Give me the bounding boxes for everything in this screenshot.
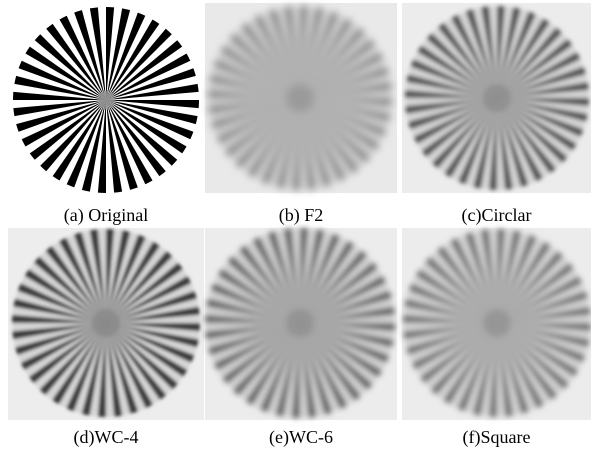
panel: (d)WC-4: [8, 228, 204, 448]
panel: (e)WC-6: [205, 228, 397, 448]
caption: (e)WC-6: [269, 427, 333, 448]
star-image: [405, 6, 589, 190]
panel: (c)Circlar: [402, 3, 591, 226]
panel: (a) Original: [8, 3, 204, 226]
caption: (b) F2: [279, 205, 324, 226]
star-center: [483, 309, 511, 337]
panel: (f)Square: [402, 228, 591, 448]
caption: (a) Original: [64, 205, 148, 226]
star-image: [208, 6, 392, 190]
caption: (c)Circlar: [462, 205, 532, 226]
caption: (f)Square: [463, 427, 531, 448]
star-image: [12, 229, 200, 417]
star-center: [92, 309, 120, 337]
figure: (a) Original (b) F2 (c)Circlar (d)WC-4 (e)WC…: [0, 0, 591, 450]
star-center: [286, 84, 314, 112]
star-image: [403, 229, 591, 417]
star-center: [286, 309, 314, 337]
star-center: [483, 84, 511, 112]
star-center: [97, 91, 115, 109]
caption: (d)WC-4: [74, 427, 139, 448]
panel: (b) F2: [205, 3, 397, 226]
star-image: [205, 228, 395, 418]
